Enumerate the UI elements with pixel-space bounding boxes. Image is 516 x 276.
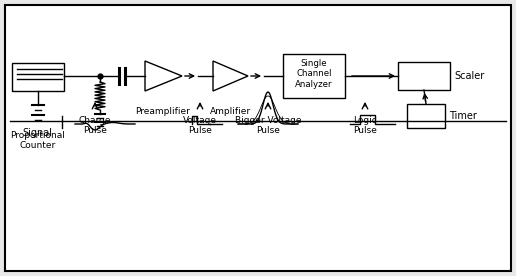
Text: Bigger Voltage
Pulse: Bigger Voltage Pulse <box>235 116 301 136</box>
Text: Amplifier: Amplifier <box>209 107 251 116</box>
Text: Logic
Pulse: Logic Pulse <box>353 116 377 136</box>
Text: Scaler: Scaler <box>454 71 484 81</box>
Text: Preamplifier: Preamplifier <box>136 107 190 116</box>
Text: Signal: Signal <box>22 128 52 138</box>
Text: Voltage
Pulse: Voltage Pulse <box>183 116 217 136</box>
Bar <box>407 104 445 128</box>
Bar <box>283 54 345 98</box>
Polygon shape <box>145 61 182 91</box>
Text: Proportional
Counter: Proportional Counter <box>10 131 66 150</box>
Bar <box>398 62 450 90</box>
Text: Charge
Pulse: Charge Pulse <box>79 116 111 136</box>
Bar <box>12 63 64 91</box>
Text: Single
Channel
Analyzer: Single Channel Analyzer <box>295 59 333 89</box>
Text: Timer: Timer <box>449 111 477 121</box>
Polygon shape <box>213 61 248 91</box>
